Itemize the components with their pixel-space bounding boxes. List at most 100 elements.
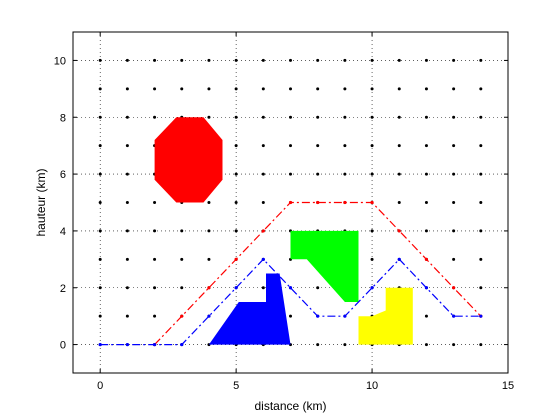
grid-point (207, 229, 211, 233)
grid-point (479, 115, 483, 119)
grid-point (289, 144, 292, 148)
obstacle-yellow-shape (358, 287, 413, 345)
grid-point (289, 115, 292, 119)
grid-point (261, 115, 265, 119)
grid-point (370, 144, 374, 148)
series-point-1 (397, 257, 401, 261)
grid-point (370, 229, 374, 233)
grid-point (424, 229, 428, 233)
obstacle-green-shape (290, 230, 359, 302)
grid-point (370, 257, 374, 261)
x-tick-label: 15 (502, 380, 514, 392)
grid-point (98, 257, 102, 261)
grid-point (234, 229, 238, 233)
series-point-1 (424, 286, 429, 290)
series-point-0 (370, 200, 374, 205)
grid-point (98, 144, 102, 148)
x-tick-label: 5 (233, 380, 239, 392)
obstacle-octagon (154, 117, 223, 203)
grid-point (234, 144, 238, 148)
grid-point (153, 201, 157, 204)
series-point-1 (452, 314, 456, 318)
grid-point (343, 144, 347, 148)
series-point-1 (288, 286, 293, 290)
grid-point (316, 172, 320, 176)
series-point-1 (370, 286, 374, 290)
grid-point (98, 58, 102, 62)
series-point-0 (207, 286, 211, 290)
plot-frame (72, 31, 509, 374)
grid-point (370, 87, 374, 91)
grid-point (125, 144, 129, 148)
y-tick-label: 0 (60, 340, 66, 352)
series-point-1 (125, 342, 129, 347)
series-point-0 (452, 286, 456, 290)
grid-point (207, 87, 211, 91)
grid-point (289, 87, 292, 91)
grid-point (180, 87, 184, 91)
grid-point (261, 201, 265, 204)
grid-point (125, 286, 129, 290)
series-point-1 (479, 314, 483, 318)
grid-point (125, 229, 129, 233)
grid-point (479, 343, 483, 347)
series-point-0 (180, 314, 184, 318)
grid-point (452, 144, 456, 148)
grid-point (424, 144, 428, 148)
x-tick-label: 0 (97, 380, 103, 392)
grid-point (153, 286, 157, 290)
y-tick-label: 10 (54, 55, 66, 67)
grid-point (98, 115, 102, 119)
grid-point (424, 87, 428, 91)
series-point-1 (343, 314, 347, 318)
grid-point (452, 343, 456, 347)
grid-point (370, 58, 374, 62)
grid-point (98, 286, 102, 290)
grid-point (479, 172, 483, 176)
grid-point (479, 286, 483, 290)
grid-point (98, 172, 102, 176)
grid-point (479, 144, 483, 148)
grid-point (125, 172, 129, 176)
series-point-0 (288, 200, 293, 205)
grid-point (397, 87, 401, 91)
y-tick-label: 2 (60, 283, 66, 295)
grid-point (370, 115, 374, 119)
grid-point (452, 87, 456, 91)
grid-point (397, 144, 401, 148)
series-point-0 (261, 229, 265, 233)
y-axis-label: hauteur (km) (34, 168, 48, 236)
grid-point (98, 314, 102, 318)
plot-area: 0 5 10 15 0 2 4 6 8 10 (54, 31, 514, 392)
grid-point (452, 229, 456, 233)
grid-point (234, 58, 238, 62)
y-tick-label: 4 (60, 226, 66, 238)
y-tick-label: 6 (60, 169, 66, 181)
grid-point (343, 343, 347, 347)
grid-point (316, 144, 320, 148)
series-point-0 (343, 200, 347, 205)
grid-point (207, 115, 211, 119)
grid-point (234, 115, 238, 119)
grid-point (207, 58, 211, 62)
grid-point (424, 201, 428, 204)
grid-point (316, 87, 320, 91)
grid-point (125, 201, 129, 204)
x-axis-label: distance (km) (254, 399, 326, 413)
grid-point (153, 314, 157, 318)
grid-point (153, 87, 157, 91)
grid-point (289, 58, 292, 62)
grid-point (125, 314, 129, 318)
series-point-1 (207, 314, 211, 318)
grid-point (316, 115, 320, 119)
grid-point (316, 343, 320, 347)
series-lines (98, 200, 483, 347)
grid-point (180, 229, 184, 233)
grid-point (452, 257, 456, 261)
grid-point (397, 58, 401, 62)
grid-point (207, 201, 211, 204)
grid-point (479, 201, 483, 204)
grid-point (424, 343, 428, 347)
